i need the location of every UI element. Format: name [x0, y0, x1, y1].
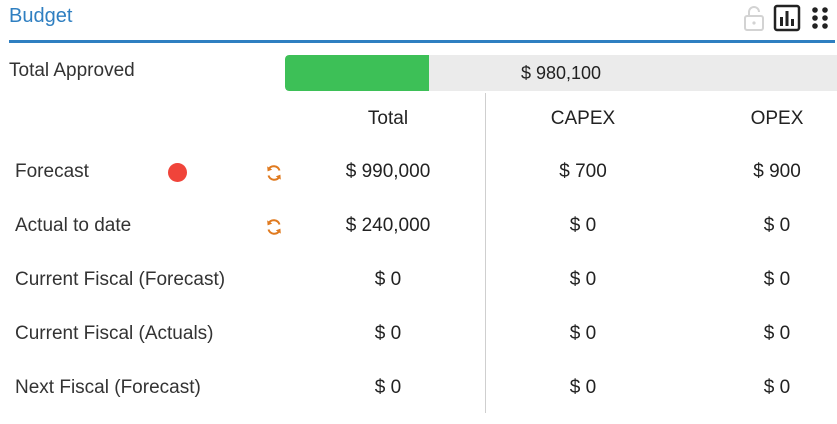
- row-label: Current Fiscal (Forecast): [15, 269, 226, 290]
- capex-value: $ 0: [569, 377, 597, 398]
- column-header-total: Total: [367, 108, 409, 129]
- widget-title: Budget: [9, 5, 73, 27]
- lock-icon[interactable]: [739, 3, 769, 33]
- bar-chart-icon[interactable]: [772, 3, 802, 33]
- header-toolbar: [736, 3, 835, 33]
- approved-amount: $ 980,100: [520, 63, 602, 83]
- capex-value: $ 0: [569, 269, 597, 290]
- total-value: $ 0: [374, 377, 402, 398]
- total-approved-label: Total Approved: [9, 60, 135, 81]
- column-divider: [485, 93, 486, 413]
- approved-progress-bar: $ 980,100: [285, 55, 837, 91]
- capex-value: $ 0: [569, 215, 597, 236]
- capex-value: $ 0: [569, 323, 597, 344]
- sync-icon[interactable]: [264, 217, 284, 237]
- capex-value: $ 700: [559, 161, 607, 182]
- row-label: Next Fiscal (Forecast): [15, 377, 201, 398]
- total-value: $ 0: [374, 269, 402, 290]
- table-row: Current Fiscal (Forecast) $ 0 $ 0 $ 0: [0, 254, 837, 308]
- opex-value: $ 0: [763, 269, 791, 290]
- table-row: Forecast $ 990,000 $ 700 $ 900: [0, 146, 837, 200]
- sync-icon[interactable]: [264, 163, 284, 183]
- widget-header: Budget: [9, 0, 835, 43]
- total-value: $ 990,000: [345, 161, 431, 182]
- opex-value: $ 0: [763, 377, 791, 398]
- opex-value: $ 0: [763, 215, 791, 236]
- status-dot-icon: [168, 163, 187, 182]
- grid-dots-icon[interactable]: [805, 3, 835, 33]
- row-label: Forecast: [15, 161, 89, 182]
- column-header-capex: CAPEX: [550, 108, 616, 129]
- total-value: $ 240,000: [345, 215, 431, 236]
- approved-progress-fill: [285, 55, 429, 91]
- opex-value: $ 0: [763, 323, 791, 344]
- table-row: Current Fiscal (Actuals) $ 0 $ 0 $ 0: [0, 308, 837, 362]
- table-row: Next Fiscal (Forecast) $ 0 $ 0 $ 0: [0, 362, 837, 416]
- opex-value: $ 900: [753, 161, 801, 182]
- row-label: Current Fiscal (Actuals): [15, 323, 214, 344]
- table-row: Actual to date $ 240,000 $ 0 $ 0: [0, 200, 837, 254]
- row-label: Actual to date: [15, 215, 132, 236]
- total-value: $ 0: [374, 323, 402, 344]
- column-header-opex: OPEX: [750, 108, 804, 129]
